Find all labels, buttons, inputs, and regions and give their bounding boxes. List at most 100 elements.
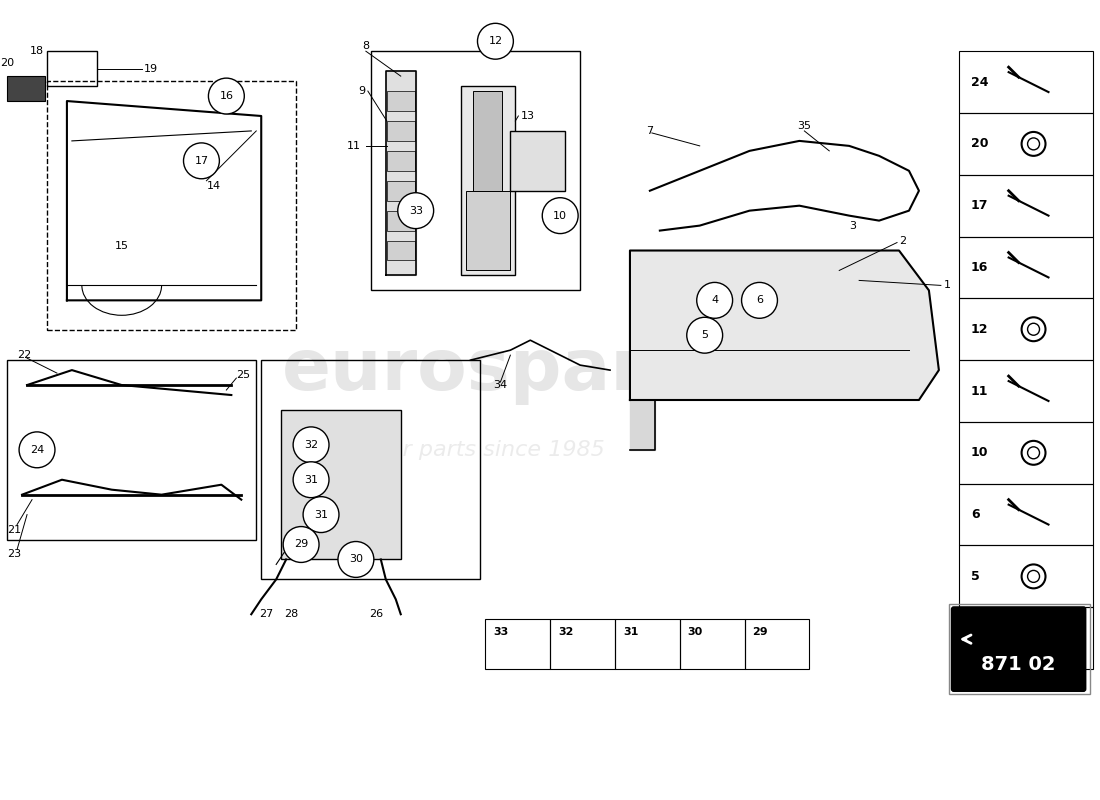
Text: 22: 22	[18, 350, 31, 360]
Circle shape	[283, 526, 319, 562]
Bar	[7, 360, 256, 539]
Circle shape	[542, 198, 579, 234]
Text: 31: 31	[304, 474, 318, 485]
Text: 33: 33	[494, 627, 508, 638]
Bar	[371, 51, 580, 290]
Text: 6: 6	[971, 508, 979, 521]
Text: 5: 5	[971, 570, 979, 583]
Bar	[465, 190, 510, 270]
Text: 28: 28	[284, 610, 298, 619]
Bar	[485, 619, 550, 669]
Text: 16: 16	[971, 261, 988, 274]
Text: 32: 32	[558, 627, 573, 638]
Text: 7: 7	[647, 126, 653, 136]
Bar	[7, 76, 45, 101]
Bar	[959, 113, 1093, 174]
Text: 10: 10	[971, 446, 988, 459]
Bar	[387, 210, 415, 230]
Text: 12: 12	[971, 322, 988, 336]
Text: 14: 14	[207, 181, 221, 190]
Circle shape	[338, 542, 374, 578]
Bar	[959, 360, 1093, 422]
Circle shape	[696, 282, 733, 318]
Bar	[745, 619, 810, 669]
Text: 3: 3	[849, 221, 856, 230]
Text: 5: 5	[701, 330, 708, 340]
Text: 20: 20	[0, 58, 14, 68]
Text: 12: 12	[488, 36, 503, 46]
Bar	[473, 91, 503, 190]
Text: 871 02: 871 02	[981, 654, 1056, 674]
Text: 31: 31	[314, 510, 328, 520]
Polygon shape	[630, 400, 654, 450]
Text: 24: 24	[971, 76, 988, 89]
Text: 17: 17	[971, 199, 988, 212]
Text: 21: 21	[7, 525, 21, 534]
Text: 25: 25	[236, 370, 251, 380]
Text: 19: 19	[144, 64, 157, 74]
Text: 29: 29	[294, 539, 308, 550]
Bar	[47, 51, 97, 86]
Text: 30: 30	[349, 554, 363, 565]
Text: 13: 13	[520, 111, 535, 121]
Bar	[959, 51, 1093, 113]
Circle shape	[477, 23, 514, 59]
Bar	[461, 86, 516, 275]
Bar	[387, 121, 415, 141]
Text: 18: 18	[30, 46, 44, 56]
Text: 29: 29	[752, 627, 768, 638]
Bar	[387, 181, 415, 201]
Bar	[680, 619, 745, 669]
Bar	[387, 151, 415, 170]
Bar	[959, 484, 1093, 546]
Bar	[959, 422, 1093, 484]
Bar	[387, 91, 415, 111]
Circle shape	[19, 432, 55, 468]
Bar	[959, 298, 1093, 360]
Bar	[949, 604, 1090, 694]
Text: 24: 24	[30, 445, 44, 455]
Text: 20: 20	[971, 138, 988, 150]
Text: 16: 16	[219, 91, 233, 101]
Text: 30: 30	[688, 627, 703, 638]
Text: 27: 27	[260, 610, 273, 619]
Text: 35: 35	[798, 121, 812, 131]
Bar	[510, 131, 565, 190]
Bar	[615, 619, 680, 669]
FancyBboxPatch shape	[952, 607, 1086, 691]
Text: 23: 23	[7, 550, 21, 559]
Text: 11: 11	[971, 385, 988, 398]
Text: 26: 26	[368, 610, 383, 619]
Polygon shape	[630, 250, 939, 400]
Circle shape	[293, 462, 329, 498]
Bar	[959, 546, 1093, 607]
FancyArrowPatch shape	[962, 635, 971, 643]
Polygon shape	[386, 71, 416, 275]
Text: 4: 4	[711, 295, 718, 306]
Text: 11: 11	[346, 141, 361, 151]
Text: 1: 1	[944, 280, 950, 290]
Bar	[959, 174, 1093, 237]
Circle shape	[304, 497, 339, 533]
Circle shape	[398, 193, 433, 229]
Bar	[47, 81, 296, 330]
Text: 9: 9	[359, 86, 366, 96]
Text: eurospares: eurospares	[282, 336, 739, 405]
Bar	[959, 607, 1093, 669]
Text: 34: 34	[493, 380, 507, 390]
Text: a parts for parts since 1985: a parts for parts since 1985	[296, 440, 605, 460]
Bar	[261, 360, 481, 579]
Text: 4: 4	[971, 632, 979, 645]
Circle shape	[184, 143, 219, 178]
Text: 2: 2	[899, 235, 906, 246]
Circle shape	[741, 282, 778, 318]
Bar	[282, 410, 400, 559]
Circle shape	[293, 427, 329, 462]
Text: 6: 6	[756, 295, 763, 306]
Text: 10: 10	[553, 210, 568, 221]
Bar	[550, 619, 615, 669]
Circle shape	[686, 318, 723, 353]
Text: 33: 33	[409, 206, 422, 216]
Text: 17: 17	[195, 156, 209, 166]
Text: 15: 15	[114, 241, 129, 250]
